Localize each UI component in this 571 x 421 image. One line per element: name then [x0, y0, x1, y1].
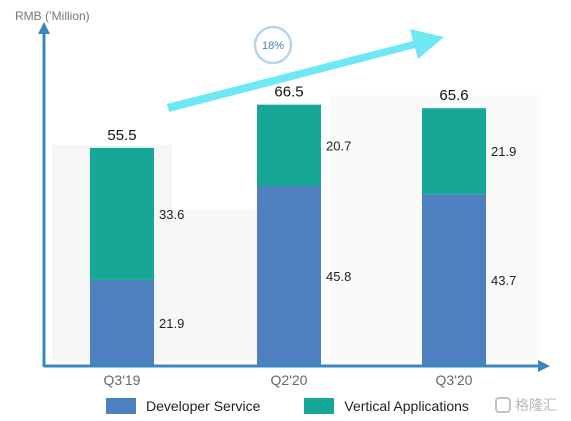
segment-value-label: 20.7 — [326, 138, 351, 153]
segment-value-label: 45.8 — [326, 269, 351, 284]
segment-value-label: 21.9 — [159, 316, 184, 331]
legend-item-developer-service: Developer Service — [106, 398, 260, 414]
bar-segment-vertical-applications — [90, 147, 154, 280]
y-axis-arrowhead — [38, 22, 50, 34]
bar-segment-developer-service — [257, 186, 321, 366]
bar-segment-vertical-applications — [257, 104, 321, 187]
legend-swatch-vertical-applications — [304, 398, 335, 414]
watermark-text: 格隆汇 — [515, 397, 557, 413]
bar-total-label: 66.5 — [274, 84, 303, 101]
x-tick-label: Q3'19 — [104, 372, 141, 388]
bar-segment-developer-service — [422, 194, 486, 366]
labels-group: 21.9 33.6 55.5 Q3'19 45.8 20.7 66.5 Q2'20 43.7 21… — [104, 84, 517, 388]
bar-segment-vertical-applications — [422, 108, 486, 195]
x-tick-label: Q3'20 — [436, 372, 473, 388]
y-axis-label: RMB (’Million) — [15, 9, 90, 23]
bar-total-label: 65.6 — [439, 87, 468, 104]
growth-circle — [253, 25, 293, 65]
bar-segment-developer-service — [90, 279, 154, 366]
growth-arrow — [167, 29, 444, 112]
segment-value-label: 21.9 — [491, 144, 516, 159]
x-axis-arrowhead — [538, 360, 550, 372]
watermark-logo-icon — [495, 397, 511, 413]
segment-value-label: 43.7 — [491, 273, 516, 288]
legend-item-vertical-applications: Vertical Applications — [304, 398, 469, 414]
legend-swatch-developer-service — [106, 398, 136, 414]
growth-label: 18% — [262, 40, 284, 52]
segment-value-label: 33.6 — [159, 207, 184, 222]
bar-total-label: 55.5 — [107, 127, 136, 144]
legend-label-vertical-applications: Vertical Applications — [344, 398, 469, 414]
legend: Developer Service Vertical Applications — [106, 396, 513, 416]
legend-label-developer-service: Developer Service — [146, 398, 261, 414]
bars-group — [90, 104, 486, 366]
x-tick-label: Q2'20 — [271, 372, 308, 388]
axes — [38, 22, 550, 372]
watermark: 格隆汇 — [495, 395, 557, 415]
